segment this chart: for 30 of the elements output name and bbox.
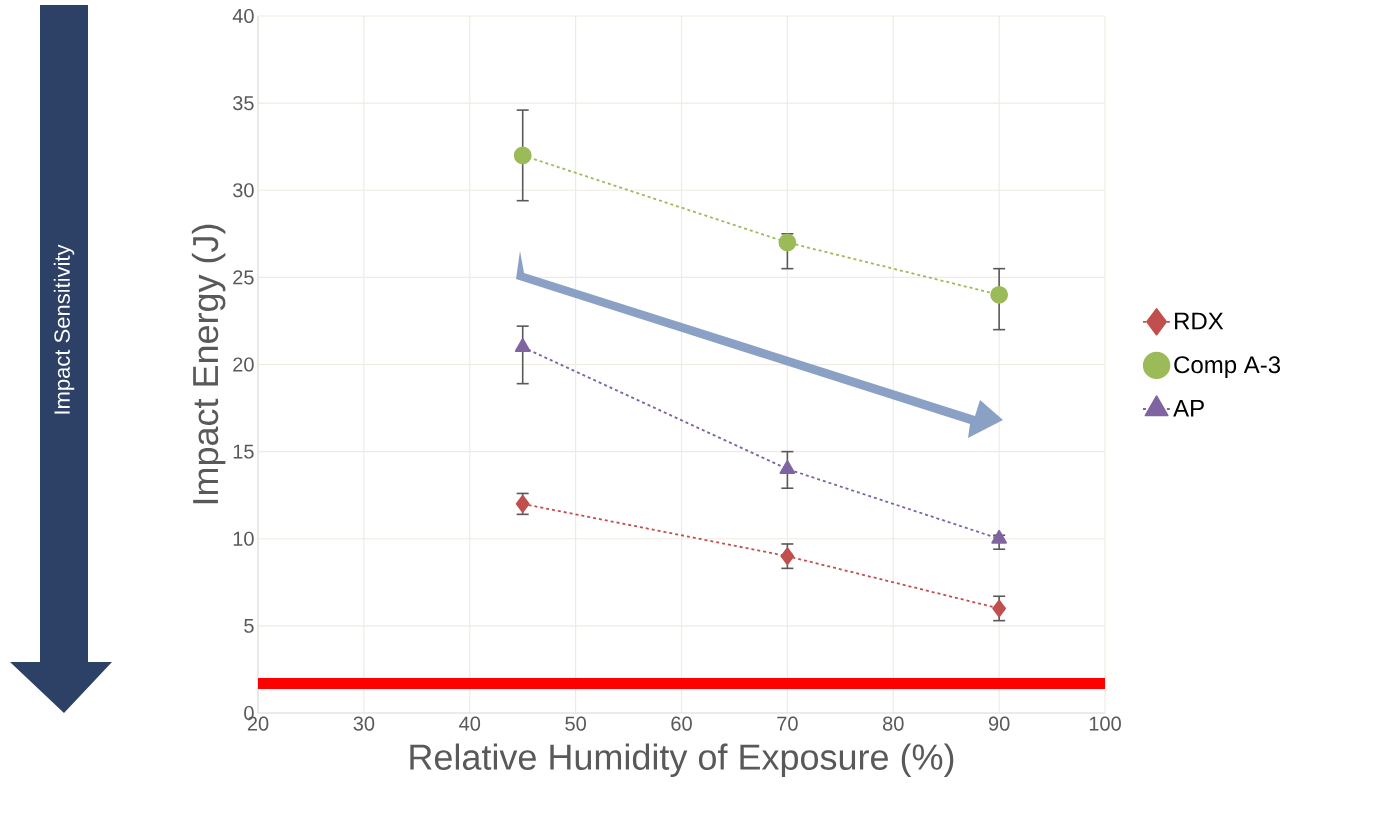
point [780,547,795,566]
point [990,285,1009,304]
y-tick-label: 25 [233,270,254,285]
y-tick-label: 30 [233,183,254,198]
x-tick-label: 80 [883,716,904,731]
y-tick-label: 40 [232,8,254,24]
x-tick-label: 30 [353,716,375,731]
y-axis-title: Impact Energy (J) [191,224,226,504]
x-tick-label: 70 [777,716,798,731]
x-axis-title: Relative Humidity of Exposure (%) [410,743,954,778]
x-tick-label: 100 [1089,716,1121,731]
legend-label: AP [1173,399,1204,417]
y-tick-label: 15 [233,444,254,459]
x-tick-label: 90 [988,716,1010,731]
legend-label: RDX [1175,312,1224,330]
legend-label: Comp A-3 [1174,356,1281,379]
x-tick-label: 50 [565,716,586,731]
point [992,599,1007,618]
y-tick-label: 10 [233,531,254,546]
point [513,146,532,165]
point [779,460,796,474]
x-tick-label: 60 [671,716,692,731]
text: Impact Sensitivity [53,244,75,414]
y-tick-label: 35 [233,96,254,111]
point [778,233,797,252]
point [991,529,1007,544]
x-tick-label: 40 [459,716,481,731]
y-tick-label: 5 [244,618,254,633]
point [514,338,531,352]
y-tick-label: 20 [233,357,254,372]
